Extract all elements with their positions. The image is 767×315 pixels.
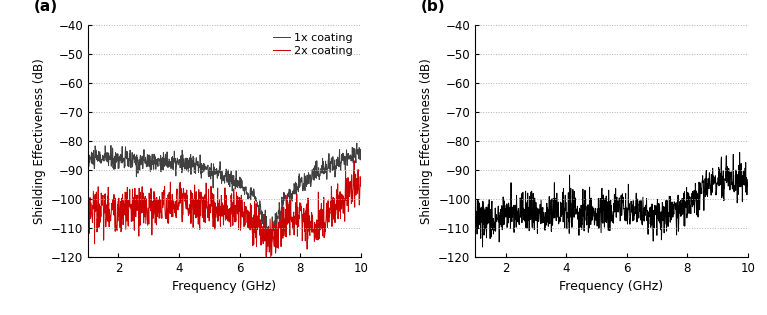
X-axis label: Frequency (GHz): Frequency (GHz) [173,280,277,293]
Y-axis label: Shielding Effectiveness (dB): Shielding Effectiveness (dB) [32,58,45,224]
1x coating [84,150,93,153]
Text: (a): (a) [34,0,58,14]
Line: 2x coating: 2x coating [88,161,360,257]
2x coating [289,210,298,214]
2x coating [356,177,365,181]
2x coating [319,195,328,199]
2x coating [200,205,209,209]
2x coating [278,226,287,229]
1x coating [352,141,361,145]
1x coating [319,172,328,176]
2x coating [114,219,123,223]
Line: 1x coating: 1x coating [88,143,360,243]
1x coating [356,148,365,152]
1x coating [154,159,163,163]
1x coating [114,152,123,156]
2x coating [154,216,163,220]
1x coating [262,242,272,245]
1x coating [200,162,209,166]
Y-axis label: Shielding Effectiveness (dB): Shielding Effectiveness (dB) [420,58,433,224]
Text: (b): (b) [421,0,446,14]
1x coating [278,204,287,208]
2x coating [350,159,359,163]
1x coating [289,192,298,196]
2x coating [84,196,93,200]
X-axis label: Frequency (GHz): Frequency (GHz) [559,280,663,293]
2x coating [262,255,271,259]
Legend: 1x coating, 2x coating: 1x coating, 2x coating [271,31,355,58]
